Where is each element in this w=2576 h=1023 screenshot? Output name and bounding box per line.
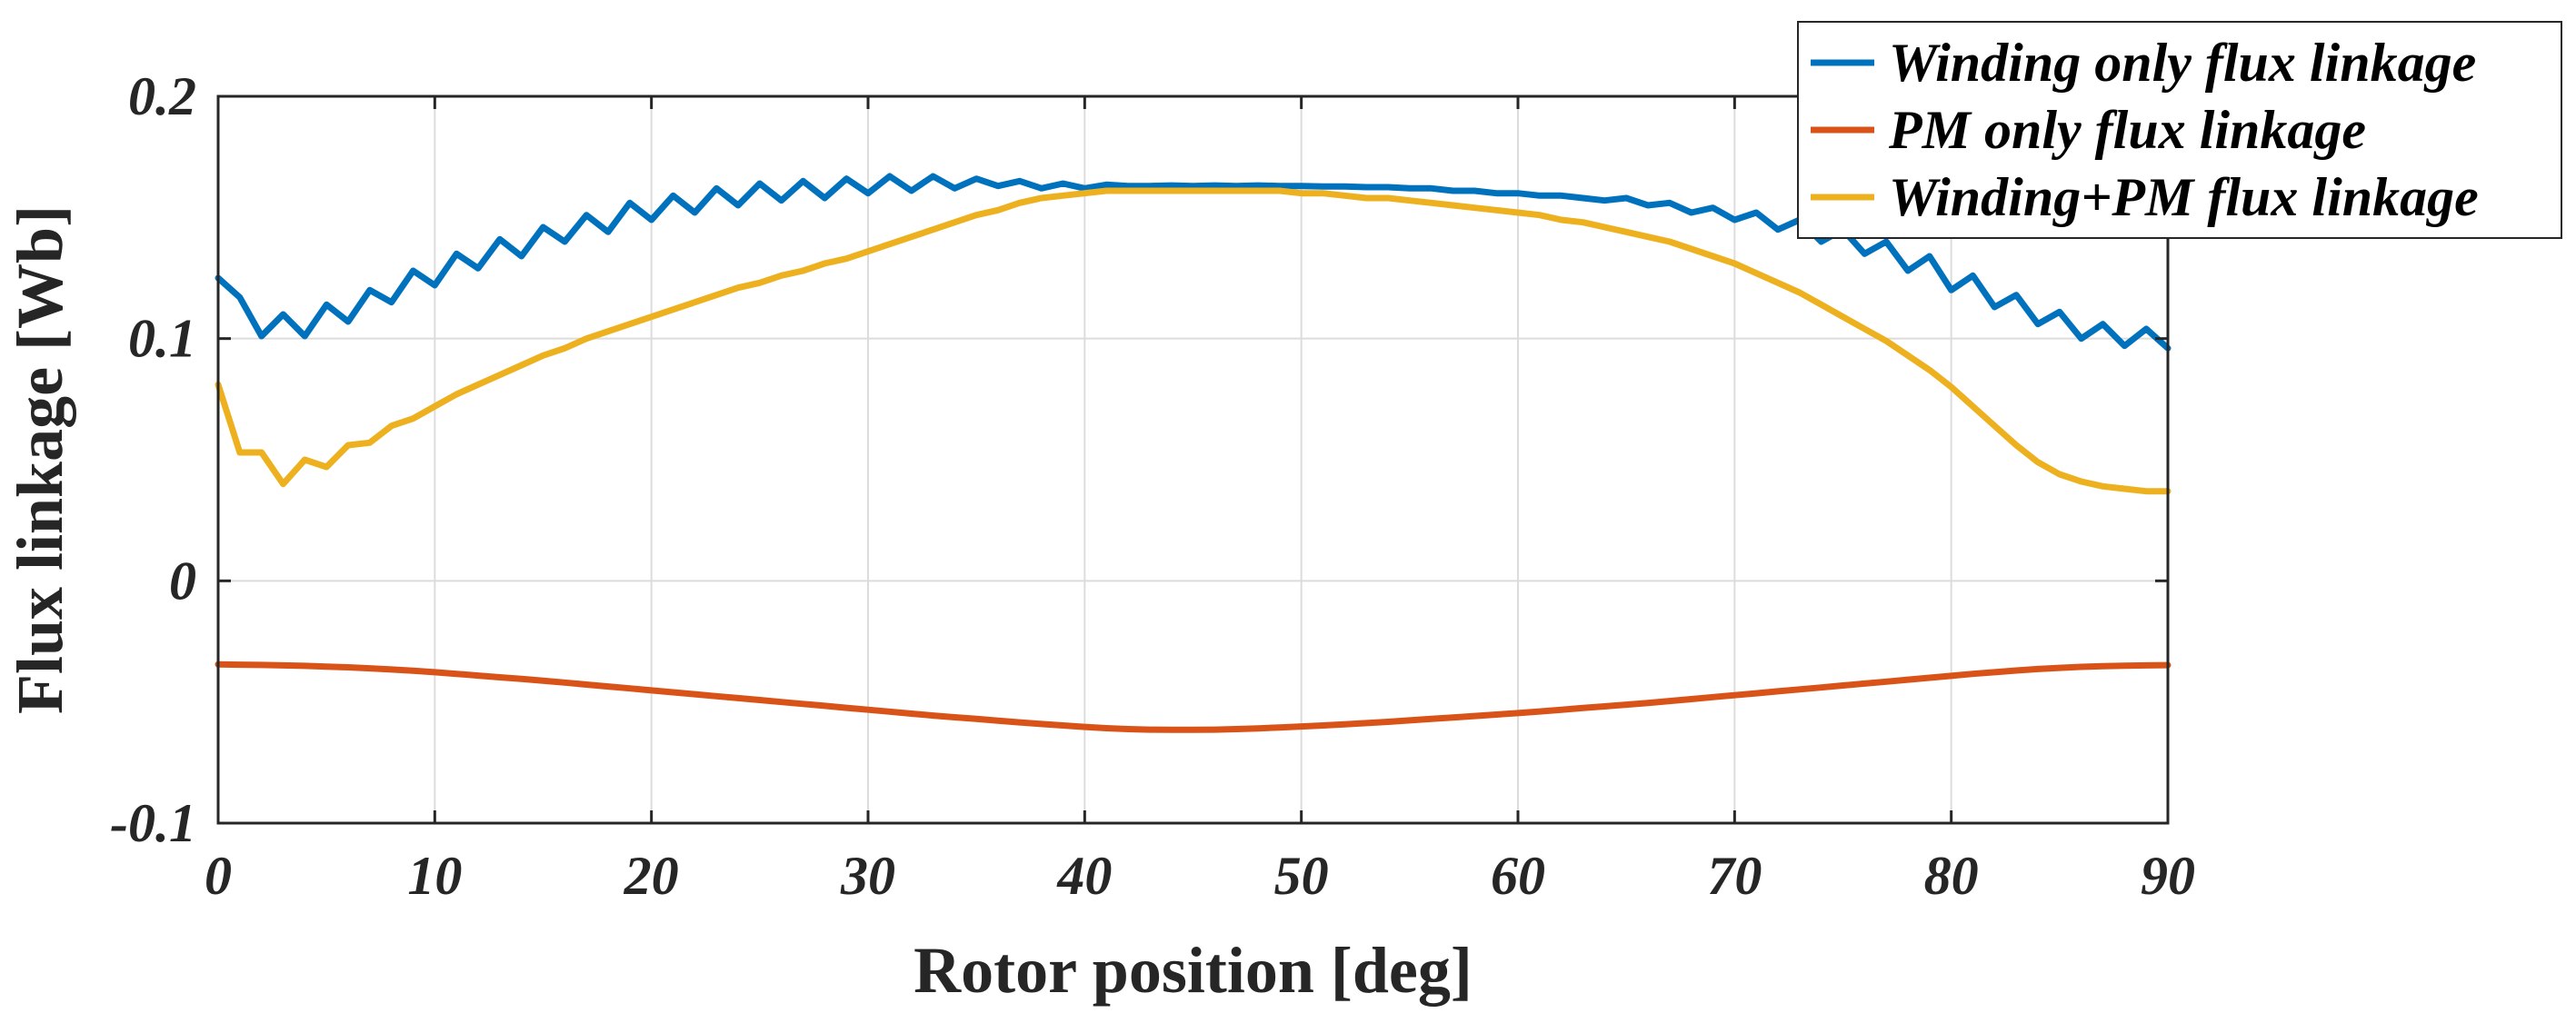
x-tick-label: 10 bbox=[407, 846, 462, 906]
legend-label: Winding+PM flux linkage bbox=[1889, 167, 2479, 227]
y-tick-labels: -0.1 0 0.1 0.2 bbox=[110, 66, 196, 853]
x-tick-label: 30 bbox=[840, 846, 895, 906]
legend-label: PM only flux linkage bbox=[1888, 100, 2366, 160]
x-tick-label: 20 bbox=[624, 846, 679, 906]
plot-area-frame bbox=[216, 94, 2170, 825]
y-tick-label: 0.2 bbox=[128, 66, 196, 126]
y-tick-label: 0 bbox=[169, 551, 196, 611]
x-tick-label: 70 bbox=[1707, 846, 1762, 906]
series-line-winding-pm-flux-linkage bbox=[215, 187, 2172, 495]
x-tick-label: 50 bbox=[1274, 846, 1329, 906]
x-tick-label: 0 bbox=[205, 846, 232, 906]
x-axis-label: Rotor position [deg] bbox=[914, 934, 1473, 1007]
y-tick-label: -0.1 bbox=[110, 793, 196, 853]
x-tick-label: 40 bbox=[1056, 846, 1112, 906]
x-tick-label: 90 bbox=[2141, 846, 2195, 906]
x-tick-label: 60 bbox=[1491, 846, 1545, 906]
legend-label: Winding only flux linkage bbox=[1889, 33, 2476, 93]
x-tick-labels: 0 10 20 30 40 50 60 70 80 90 bbox=[205, 846, 2195, 906]
legend-box bbox=[1797, 21, 2562, 239]
series-line-pm-only-flux-linkage bbox=[215, 660, 2172, 733]
legend: Winding only flux linkage PM only flux li… bbox=[1797, 21, 2562, 239]
legend-items: Winding only flux linkage PM only flux li… bbox=[1811, 33, 2479, 227]
y-axis-label: Flux linkage [Wb] bbox=[4, 205, 76, 714]
y-tick-label: 0.1 bbox=[128, 309, 196, 369]
x-tick-label: 80 bbox=[1924, 846, 1979, 906]
